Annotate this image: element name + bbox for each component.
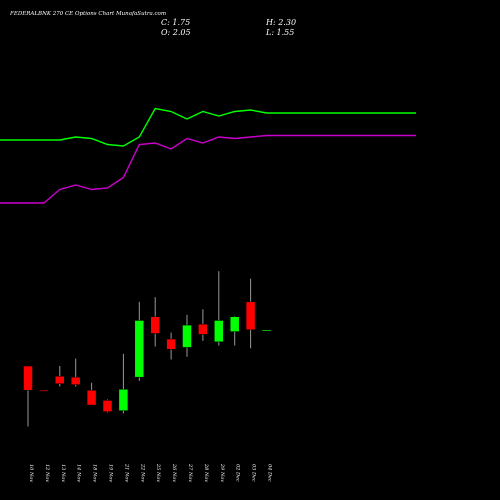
- x-tick-label: 10 Nov: [28, 464, 34, 482]
- candle-body: [102, 400, 113, 412]
- indicator-lines: [0, 107, 416, 204]
- close-value: C: 1.75: [161, 18, 191, 27]
- x-tick-label: 26 Nov: [171, 463, 177, 482]
- x-tick-label: 04 Dec: [267, 464, 273, 482]
- candle-body: [70, 376, 81, 385]
- x-axis-ticks: 10 Nov 12 Nov 13 Nov 14 Nov 18 Nov 19 Nov 21 N…: [28, 463, 273, 482]
- candle-body: [118, 389, 129, 411]
- candle-body: [198, 323, 208, 335]
- x-tick-label: 29 Nov: [219, 463, 225, 482]
- candle-body: [261, 329, 272, 332]
- high-value: H: 2.30: [266, 18, 297, 27]
- candle-body: [134, 320, 145, 378]
- candle-body: [86, 389, 97, 406]
- x-tick-label: 19 Nov: [108, 464, 114, 482]
- candle-body: [214, 320, 224, 343]
- candle-body: [39, 389, 49, 392]
- low-value: L: 1.55: [266, 28, 295, 37]
- x-tick-label: 25 Nov: [155, 463, 161, 482]
- x-tick-label: 14 Nov: [76, 464, 82, 482]
- lower-line: [0, 134, 416, 204]
- x-tick-label: 12 Nov: [44, 464, 50, 482]
- candle-body: [182, 324, 192, 348]
- upper-line: [0, 107, 416, 147]
- candle-body: [245, 301, 256, 331]
- x-tick-label: 27 Nov: [187, 463, 193, 482]
- x-tick-label: 22 Nov: [139, 463, 145, 482]
- x-tick-label: 21 Nov: [123, 463, 129, 482]
- candles: [23, 271, 272, 427]
- chart-title: FEDERALBNK 270 CE Options Chart MunafaSu…: [10, 11, 167, 17]
- candle-body: [150, 316, 160, 334]
- open-value: O: 2.05: [161, 28, 191, 37]
- x-tick-label: 03 Dec: [251, 464, 257, 482]
- candle-body: [55, 376, 65, 384]
- x-tick-label: 13 Nov: [60, 464, 66, 482]
- candle-body: [166, 338, 176, 350]
- x-tick-label: 18 Nov: [92, 464, 98, 482]
- x-tick-label: 02 Dec: [235, 464, 241, 482]
- x-tick-label: 28 Nov: [203, 463, 209, 482]
- candle-body: [23, 365, 33, 391]
- candle-body: [229, 316, 240, 332]
